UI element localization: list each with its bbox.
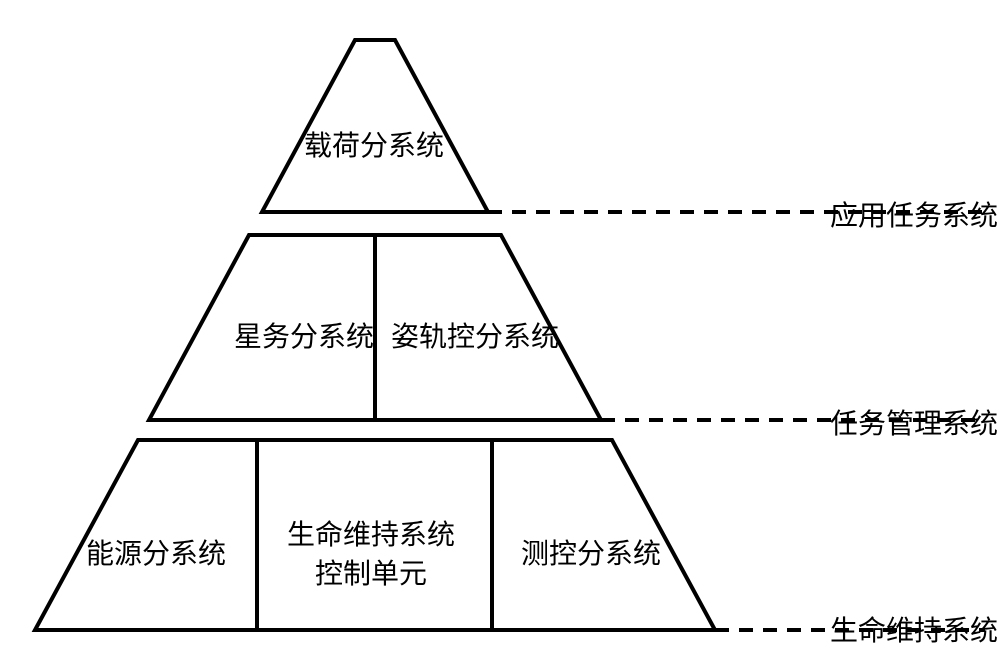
cell-payload (262, 40, 488, 212)
label-measurement-control: 测控分系统 (521, 535, 661, 574)
label-attitude-orbit: 姿轨控分系统 (391, 318, 559, 357)
level-label-level3: 生命维持系统 (830, 612, 998, 651)
level-label-level2: 任务管理系统 (830, 405, 998, 444)
label-satellite-service: 星务分系统 (234, 318, 374, 357)
label-payload: 载荷分系统 (304, 127, 444, 166)
label-energy: 能源分系统 (86, 535, 226, 574)
level-label-level1: 应用任务系统 (830, 197, 998, 236)
label-life-support-control: 生命维持系统控制单元 (287, 516, 455, 594)
